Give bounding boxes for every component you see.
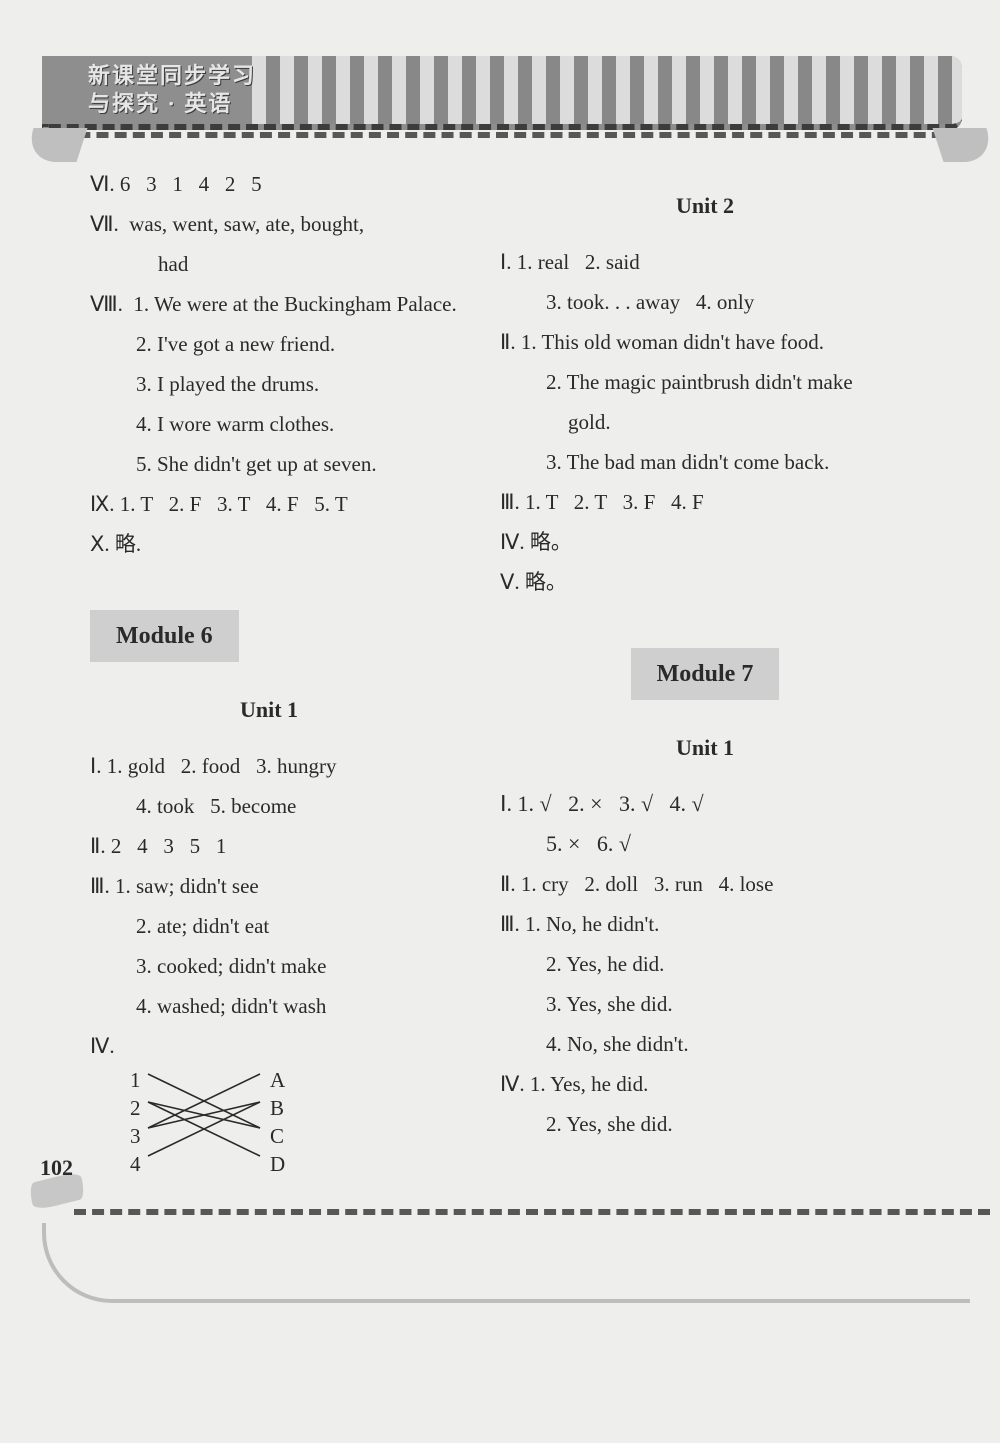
u2-i: Ⅰ. 1. real 2. said (500, 242, 910, 282)
module7-box-wrap: Module 7 (500, 620, 910, 706)
top-banner: 新课堂同步学习 与探究 · 英语 (42, 56, 962, 130)
roman-u2-v: Ⅴ. (500, 570, 520, 594)
m6-ii: Ⅱ. 2 4 3 5 1 (90, 826, 500, 866)
roman-m7-i: Ⅰ. (500, 791, 512, 816)
page-root: 新课堂同步学习 与探究 · 英语 Ⅵ. 6 3 1 4 2 5 Ⅶ. was, … (0, 0, 1000, 1443)
u2-ii-2: 2. The magic paintbrush didn't make (500, 362, 910, 402)
roman-m6-i: Ⅰ. (90, 754, 101, 778)
unit2-title: Unit 2 (500, 186, 910, 226)
m6-iii-3: 3. cooked; didn't make (90, 946, 500, 986)
roman-m7-iii: Ⅲ. (500, 912, 520, 936)
viii-4: 4. I wore warm clothes. (90, 404, 500, 444)
m6-iii-4: 4. washed; didn't wash (90, 986, 500, 1026)
roman-x: Ⅹ. (90, 532, 110, 556)
roman-m6-iii: Ⅲ. (90, 874, 110, 898)
u2-ii-2b: gold. (500, 402, 910, 442)
roman-m6-ii: Ⅱ. (90, 834, 106, 858)
u2-i-line1: 1. real 2. said (517, 250, 640, 274)
banner-curl-right (932, 128, 997, 162)
vi-seq: 6 3 1 4 2 5 (120, 172, 262, 196)
module6-box-wrap: Module 6 (90, 582, 500, 668)
roman-vii: Ⅶ. (90, 212, 119, 236)
u2-ii: Ⅱ. 1. This old woman didn't have food. (500, 322, 910, 362)
m7-iv-2: 2. Yes, she did. (500, 1104, 910, 1144)
line-ix: Ⅸ. 1. T 2. F 3. T 4. F 5. T (90, 484, 500, 524)
banner-line1: 新课堂同步学习 (88, 63, 256, 88)
roman-u2-ii: Ⅱ. (500, 330, 516, 354)
viii-2: 2. I've got a new friend. (90, 324, 500, 364)
roman-u2-iv: Ⅳ. (500, 530, 525, 554)
banner-stripes (252, 56, 962, 124)
banner-dash (42, 132, 962, 138)
ix-line: 1. T 2. F 3. T 4. F 5. T (120, 492, 348, 516)
m6-iv: Ⅳ. (90, 1026, 500, 1066)
m7-iii-2: 2. Yes, he did. (500, 944, 910, 984)
m7-iii-4: 4. No, she didn't. (500, 1024, 910, 1064)
banner-curl-left (22, 128, 87, 162)
bottom-dash (74, 1209, 990, 1215)
vii-text: was, went, saw, ate, bought, (129, 212, 364, 236)
m7-i-line1: 1. √ 2. × 3. √ 4. √ (518, 791, 704, 816)
roman-m7-iv: Ⅳ. (500, 1072, 525, 1096)
viii-1: 1. We were at the Buckingham Palace. (133, 292, 456, 316)
m7-unit1-title: Unit 1 (500, 728, 910, 768)
module6-box: Module 6 (90, 610, 239, 662)
cross-lines-icon (130, 1066, 290, 1176)
m7-i: Ⅰ. 1. √ 2. × 3. √ 4. √ (500, 784, 910, 824)
m6-i-line1: 1. gold 2. food 3. hungry (107, 754, 337, 778)
cross-match: 1 2 3 4 A B C D (130, 1066, 500, 1182)
roman-ix: Ⅸ. (90, 492, 115, 516)
m6-iii-1: 1. saw; didn't see (115, 874, 259, 898)
module7-box: Module 7 (631, 648, 780, 700)
m7-iv: Ⅳ. 1. Yes, he did. (500, 1064, 910, 1104)
line-viii-1: Ⅷ. 1. We were at the Buckingham Palace. (90, 284, 500, 324)
right-column: Unit 2 Ⅰ. 1. real 2. said 3. took. . . a… (500, 164, 910, 1144)
m7-iii-3: 3. Yes, she did. (500, 984, 910, 1024)
m6-unit1-title: Unit 1 (90, 690, 500, 730)
roman-viii: Ⅷ. (90, 292, 123, 316)
left-column: Ⅵ. 6 3 1 4 2 5 Ⅶ. was, went, saw, ate, b… (90, 164, 500, 1182)
vii-text2: had (90, 244, 500, 284)
m7-iii-1: 1. No, he didn't. (525, 912, 659, 936)
viii-5: 5. She didn't get up at seven. (90, 444, 500, 484)
roman-m7-ii: Ⅱ. (500, 872, 516, 896)
line-x: Ⅹ. 略. (90, 524, 500, 564)
roman-u2-i: Ⅰ. (500, 250, 511, 274)
m6-ii-line: 2 4 3 5 1 (111, 834, 227, 858)
m7-iv-1: 1. Yes, he did. (530, 1072, 648, 1096)
line-vi: Ⅵ. 6 3 1 4 2 5 (90, 164, 500, 204)
viii-3: 3. I played the drums. (90, 364, 500, 404)
u2-iii: Ⅲ. 1. T 2. T 3. F 4. F (500, 482, 910, 522)
u2-iii-line: 1. T 2. T 3. F 4. F (525, 490, 704, 514)
u2-iv: Ⅳ. 略。 (500, 522, 910, 562)
u2-iv-text: 略。 (530, 530, 572, 554)
u2-i-line2: 3. took. . . away 4. only (500, 282, 910, 322)
m7-iii: Ⅲ. 1. No, he didn't. (500, 904, 910, 944)
u2-v-text: 略。 (525, 570, 567, 594)
m6-i-line2: 4. took 5. become (90, 786, 500, 826)
banner-line2: 与探究 · 英语 (88, 91, 232, 116)
u2-ii-1: 1. This old woman didn't have food. (521, 330, 824, 354)
banner-title: 新课堂同步学习 与探究 · 英语 (88, 62, 288, 118)
m6-iii-2: 2. ate; didn't eat (90, 906, 500, 946)
page-number: 102 (40, 1155, 73, 1181)
m7-ii: Ⅱ. 1. cry 2. doll 3. run 4. lose (500, 864, 910, 904)
u2-v: Ⅴ. 略。 (500, 562, 910, 602)
m7-ii-line: 1. cry 2. doll 3. run 4. lose (521, 872, 774, 896)
x-text: 略. (115, 532, 141, 556)
m6-iii: Ⅲ. 1. saw; didn't see (90, 866, 500, 906)
line-vii: Ⅶ. was, went, saw, ate, bought, (90, 204, 500, 244)
roman-u2-iii: Ⅲ. (500, 490, 520, 514)
u2-ii-3: 3. The bad man didn't come back. (500, 442, 910, 482)
roman-vi: Ⅵ. (90, 172, 115, 196)
bottom-curve (42, 1223, 970, 1303)
roman-m6-iv: Ⅳ. (90, 1034, 115, 1058)
m7-i-line2: 5. × 6. √ (500, 824, 910, 864)
m6-i: Ⅰ. 1. gold 2. food 3. hungry (90, 746, 500, 786)
